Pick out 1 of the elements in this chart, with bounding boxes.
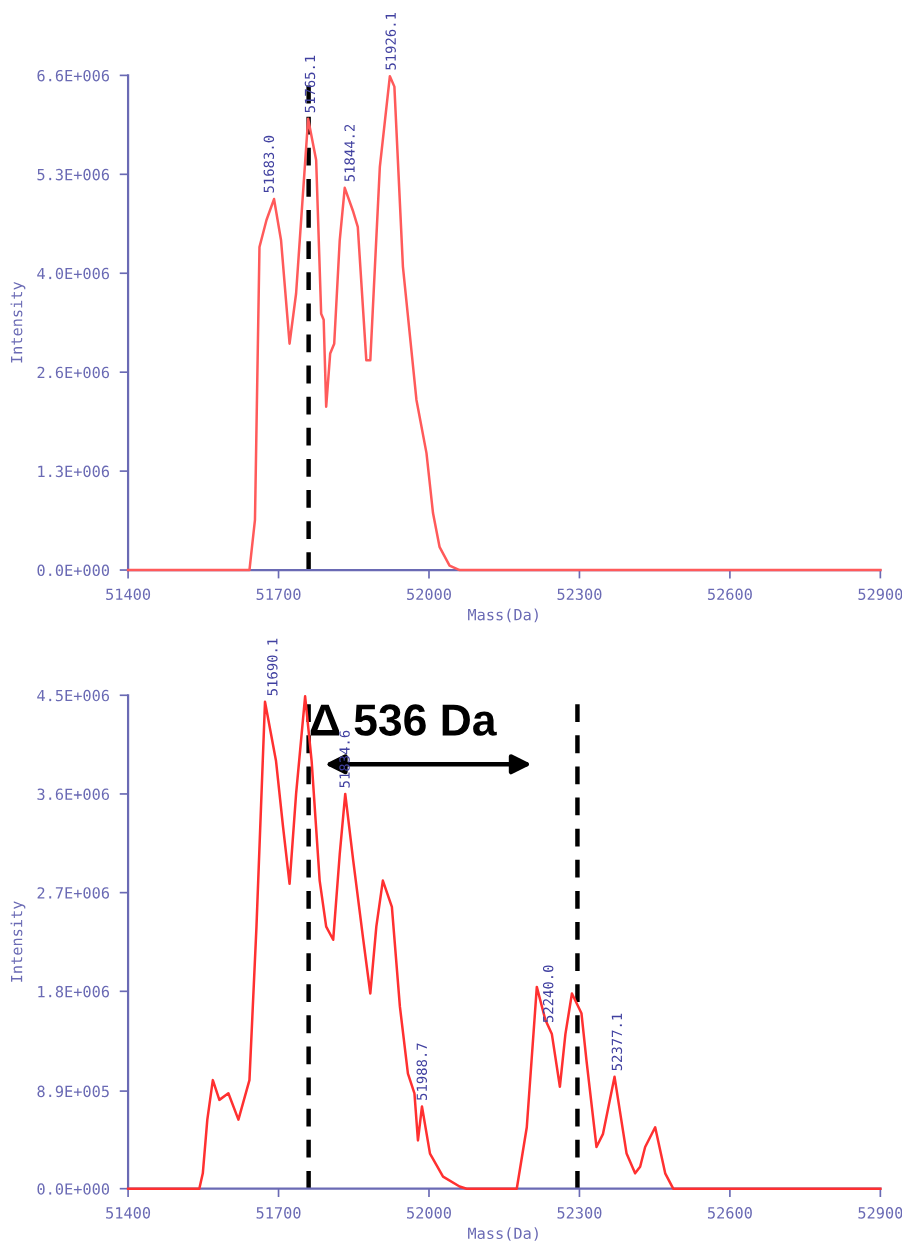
line-series (126, 695, 882, 1190)
